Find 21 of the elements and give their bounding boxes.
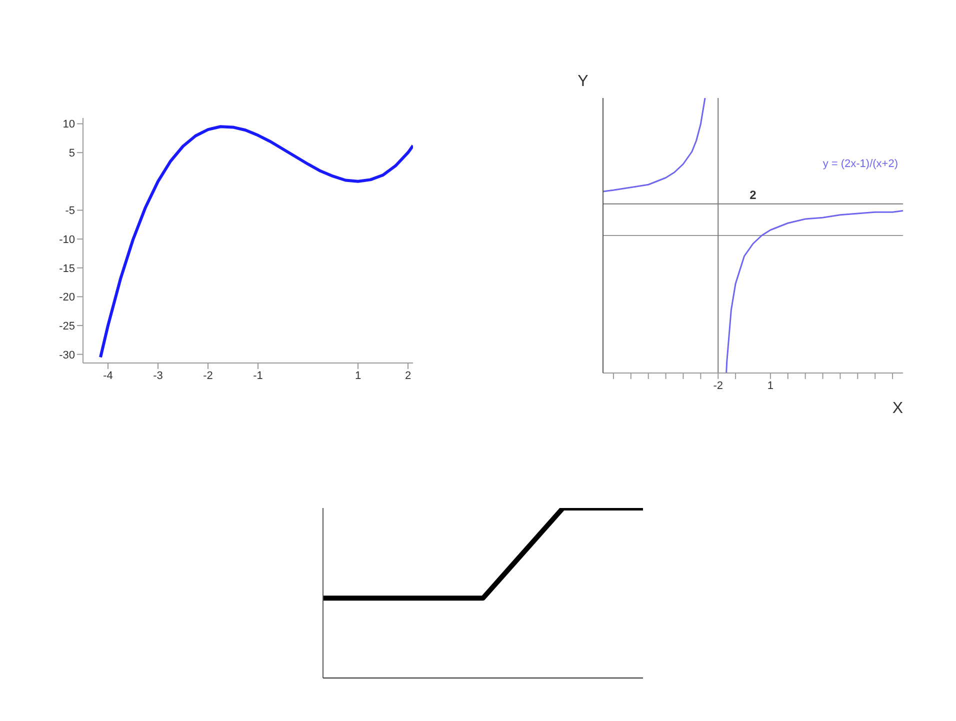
x-tick-label: -2 <box>203 370 213 382</box>
x-tick-label: 1 <box>354 370 362 382</box>
x-tick-label: -2 <box>713 380 724 392</box>
y-tick-label: -20 <box>59 292 75 304</box>
y-tick-label: -25 <box>59 320 75 332</box>
y-tick-label: 10 <box>62 118 75 131</box>
x-tick-label: 2 <box>404 370 412 382</box>
y-axis-title: Y <box>578 73 589 90</box>
y-tick-label: -5 <box>65 205 75 218</box>
x-axis-title: X <box>892 400 904 417</box>
y-tick-label: 5 <box>68 147 75 160</box>
x-tick-label: -1 <box>253 370 263 382</box>
x-tick-label: 1 <box>767 380 774 392</box>
y-tick-label: -10 <box>59 234 75 246</box>
annotation: 2 <box>750 188 757 202</box>
y-tick-label: -30 <box>59 349 75 362</box>
text: y = (2x-1)/(x+2) <box>822 158 898 170</box>
y-tick-label: -15 <box>59 262 75 275</box>
x-tick-label: -3 <box>153 370 163 382</box>
x-tick-label: -4 <box>103 370 113 382</box>
line-series <box>99 125 413 359</box>
